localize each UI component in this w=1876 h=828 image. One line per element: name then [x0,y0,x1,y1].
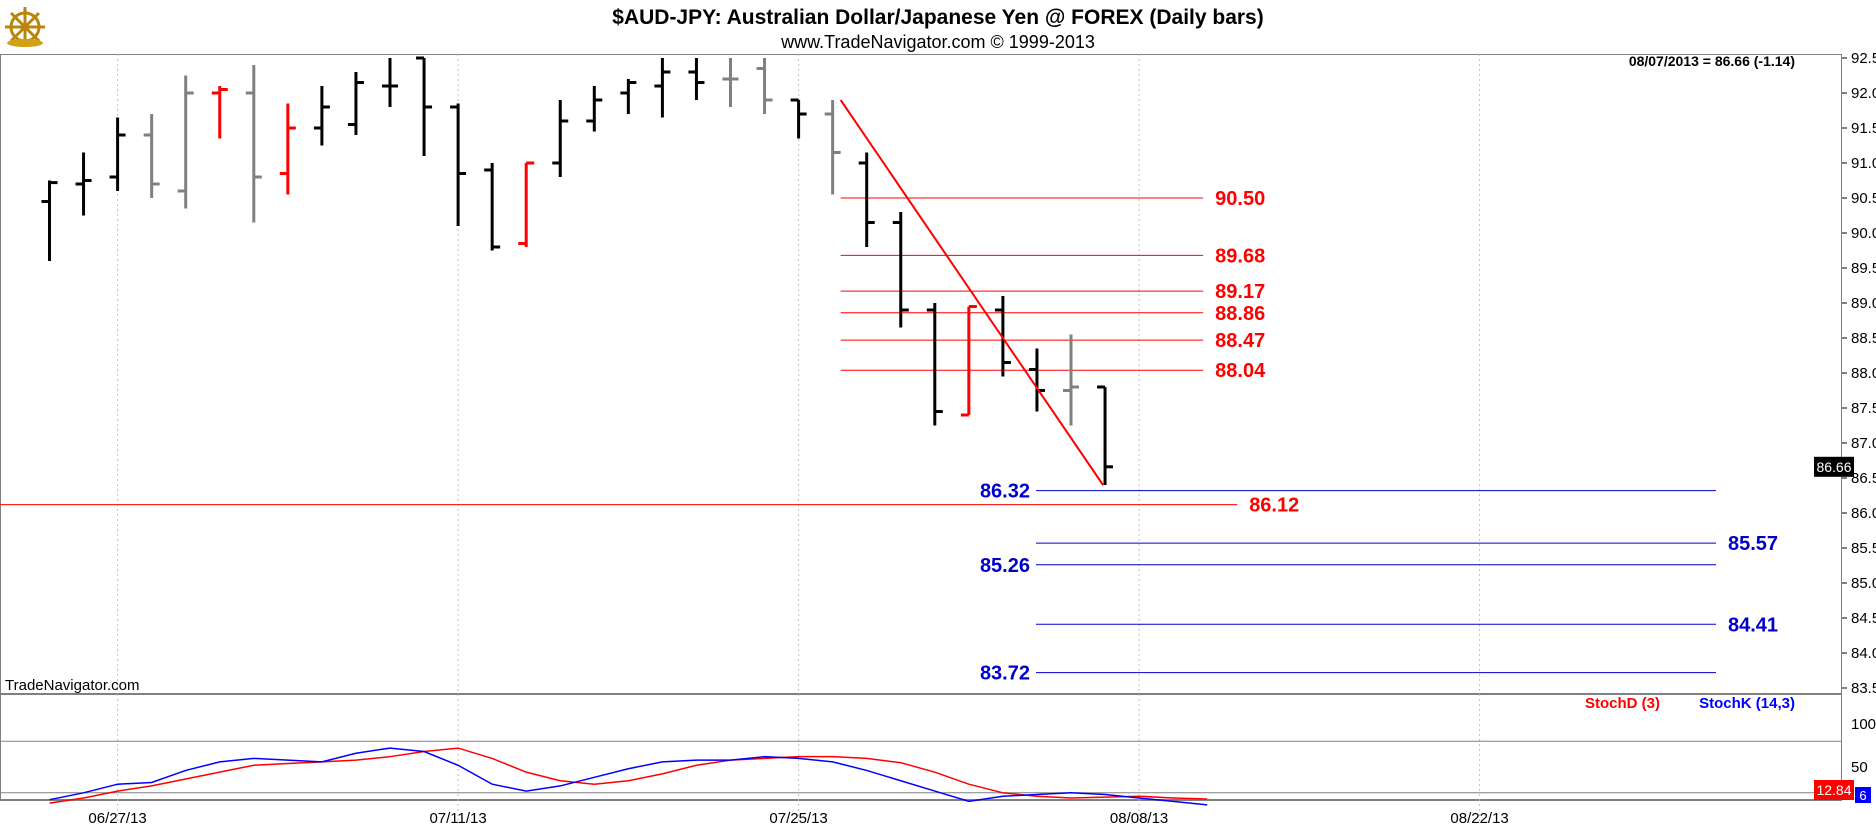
y-tick-label: 92.00 [1851,85,1876,102]
ohlc-bar [1063,334,1079,426]
y-tick-label: 85.00 [1851,575,1876,592]
ohlc-bar [586,86,603,132]
stoch-y-tick-label: 50 [1851,759,1868,776]
support-label: 86.32 [980,481,1030,503]
resistance-label: 89.17 [1215,281,1265,303]
resistance-label: 86.12 [1249,495,1299,517]
ohlc-bar [177,75,194,209]
ohlc-bar [790,98,807,139]
stoch-d-line [49,747,1208,804]
x-tick-label: 08/08/13 [1110,810,1168,827]
axis-labels: 06/27/13 07/11/13 07/25/13 08/08/13 08/22/13… [88,50,1876,827]
stochastic-lines [0,740,1842,806]
y-tick-label: 86.50 [1851,470,1876,487]
ohlc-bar [926,303,943,426]
ohlc-bar [892,212,909,328]
y-tick-label: 91.50 [1851,120,1876,137]
last-price-label: 86.66 [1816,459,1851,475]
y-tick-label: 89.50 [1851,260,1876,277]
x-tick-label: 08/22/13 [1450,810,1508,827]
watermark: TradeNavigator.com [5,677,140,694]
y-tick-label: 92.50 [1851,50,1876,67]
ohlc-bar [484,163,501,251]
trendline [839,99,1104,486]
legend-stoch-k: StochK (14,3) [1699,695,1795,712]
chart-title: $AUD-JPY: Australian Dollar/Japanese Yen… [612,6,1263,29]
ohlc-bar [994,296,1011,377]
x-tick-label: 07/25/13 [769,810,827,827]
last-quote: 08/07/2013 = 86.66 (-1.14) [1629,53,1795,69]
ohlc-bar [75,152,92,216]
ohlc-bar [382,58,398,107]
ohlc-bar [41,180,58,261]
ohlc-bar [756,58,773,114]
stoch-k-value-box [1855,787,1871,803]
ohlc-bar [552,100,569,177]
support-label: 85.57 [1728,533,1778,555]
y-tick-label: 87.00 [1851,435,1876,452]
y-tick-label: 87.50 [1851,400,1876,417]
ohlc-bar [688,58,705,100]
stoch-k-line [49,747,1208,806]
last-price-box [1814,456,1854,477]
resistance-label: 88.47 [1215,330,1265,352]
x-tick-label: 07/11/13 [429,810,486,827]
ohlc-bar [518,161,535,247]
support-label: 85.26 [980,555,1030,577]
ohlc-bar [211,86,228,139]
resistance-label: 89.68 [1215,245,1265,267]
stoch-panel-frame [0,694,1842,800]
y-tick-label: 86.00 [1851,505,1876,522]
y-tick-label: 88.50 [1851,330,1876,347]
y-tick-label: 85.50 [1851,540,1876,557]
downtrend-line [839,99,1104,486]
ohlc-bar [279,103,296,195]
ohlc-bar [858,152,875,247]
ohlc-bar [313,86,330,146]
y-tick-label: 83.50 [1851,680,1876,697]
resistance-label: 88.86 [1215,303,1265,325]
support-label: 84.41 [1728,614,1778,636]
ohlc-bar [654,58,671,118]
stoch-last-value-box [1814,780,1854,800]
y-tick-label: 89.00 [1851,295,1876,312]
stoch-k-value-label: 6 [1859,788,1866,803]
ohlc-bar [620,79,637,114]
ohlc-bar [1097,385,1114,485]
chart-subtitle: www.TradeNavigator.com © 1999-2013 [780,32,1095,52]
ohlc-bar [143,114,160,198]
x-tick-label: 06/27/13 [88,810,146,827]
ohlc-bar [109,117,126,191]
stoch-last-value-label: 12.84 [1816,782,1851,798]
grid-lines [117,54,1481,822]
stoch-y-tick-label: 100 [1851,716,1876,733]
resistance-label: 90.50 [1215,188,1265,210]
y-tick-label: 90.00 [1851,225,1876,242]
y-tick-label: 84.00 [1851,645,1876,662]
support-label: 83.72 [980,663,1030,685]
y-tick-label: 91.00 [1851,155,1876,172]
ohlc-bar [824,100,841,195]
y-tick-label: 84.50 [1851,610,1876,627]
ohlc-bars [41,56,1114,485]
ohlc-bar [245,65,262,223]
ship-wheel-logo-icon [5,7,45,47]
ohlc-bar [960,305,977,417]
ohlc-bar [347,72,364,135]
legend-stoch-d: StochD (3) [1585,695,1660,712]
y-tick-label: 90.50 [1851,190,1876,207]
y-tick-label: 88.00 [1851,365,1876,382]
resistance-label: 88.04 [1215,360,1266,382]
price-panel-frame [0,54,1842,694]
ohlc-bar [722,58,739,107]
ohlc-bar [416,56,433,156]
ohlc-bar [450,103,467,226]
